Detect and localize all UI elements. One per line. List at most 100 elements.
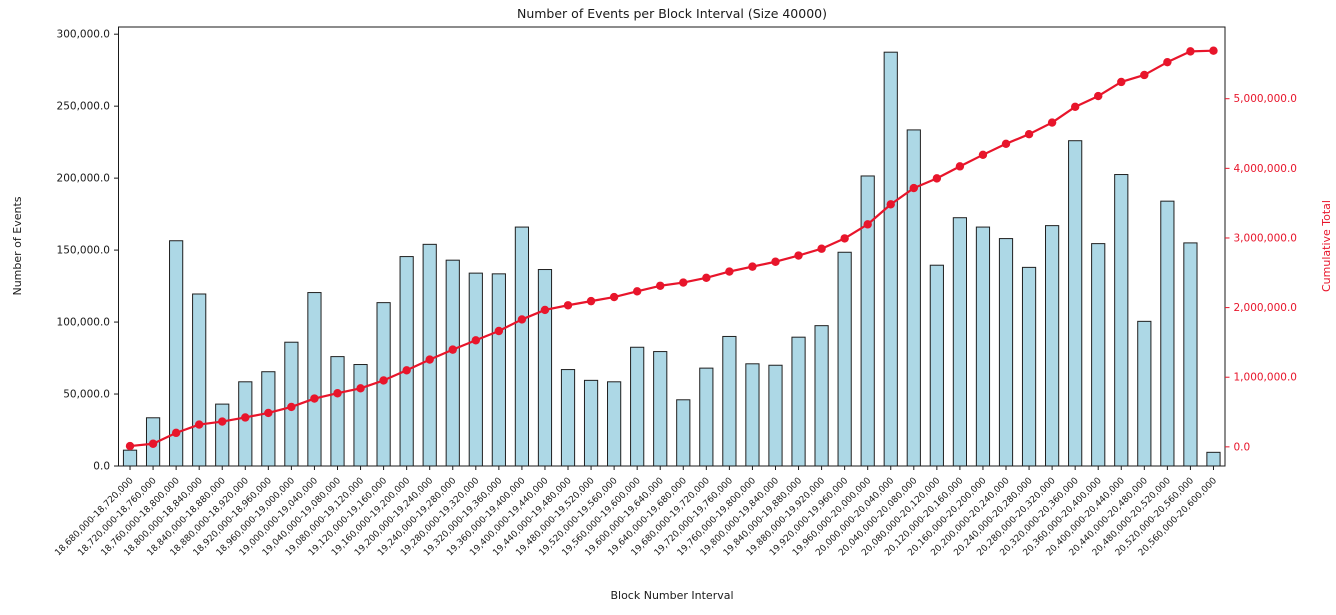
cumulative-point [241, 413, 250, 422]
bar [238, 381, 253, 467]
cumulative-point [955, 162, 965, 171]
cumulative-point [840, 234, 849, 243]
right-tick-label: 1,000,000.0 [1234, 372, 1297, 384]
cumulative-point [771, 257, 780, 266]
bar [491, 273, 506, 467]
cumulative-point [886, 200, 895, 209]
bar [607, 381, 622, 467]
bar [1137, 320, 1152, 467]
left-y-axis-label: Number of Events [11, 196, 24, 295]
bar [883, 51, 898, 467]
cumulative-point [333, 389, 342, 398]
bar [653, 351, 668, 467]
cumulative-point [1117, 77, 1126, 87]
cumulative-point [264, 408, 273, 418]
cumulative-point [171, 428, 181, 438]
bar [791, 336, 806, 467]
left-tick-label: 0.0 [93, 461, 110, 473]
cumulative-point [194, 420, 204, 429]
cumulative-point [517, 315, 527, 324]
axis-group: 18,680,000-18,720,00018,720,000-18,760,0… [53, 26, 1297, 558]
left-tick-label: 150,000.0 [57, 245, 110, 257]
bar [1114, 174, 1129, 467]
bar [768, 364, 783, 467]
plot-frame [118, 26, 1226, 467]
bar [399, 256, 414, 467]
cumulative-point [909, 183, 918, 193]
cumulative-point [586, 296, 596, 306]
cumulative-point [310, 394, 319, 403]
cumulative-line-group [125, 46, 1218, 451]
bar [353, 364, 368, 467]
bar [837, 251, 852, 467]
cumulative-point [1209, 46, 1218, 55]
bars-group [122, 51, 1221, 467]
bar [814, 325, 829, 467]
right-y-axis-label: Cumulative Total [1320, 200, 1333, 292]
bar [307, 292, 322, 467]
bar [122, 449, 138, 467]
bar [192, 293, 207, 467]
bar [537, 269, 553, 467]
cumulative-point [540, 305, 550, 315]
cumulative-point [402, 366, 411, 375]
cumulative-point [1140, 70, 1149, 80]
cumulative-point [1186, 47, 1195, 56]
left-tick-label: 100,000.0 [57, 317, 110, 329]
cumulative-point [1024, 129, 1034, 139]
bar [745, 363, 760, 467]
bar [1021, 266, 1037, 467]
cumulative-point [448, 345, 457, 354]
cumulative-point [148, 439, 158, 448]
cumulative-point [356, 384, 365, 393]
cumulative-point [1047, 118, 1057, 127]
cumulative-point [702, 273, 711, 283]
bar [998, 238, 1014, 467]
cumulative-point [656, 281, 665, 290]
bar [1068, 140, 1083, 467]
cumulative-point [632, 287, 642, 296]
left-tick-label: 50,000.0 [63, 389, 110, 401]
bar [1206, 451, 1221, 467]
bar [699, 367, 714, 467]
bar [261, 371, 276, 467]
cumulative-point [379, 376, 388, 385]
left-tick-label: 250,000.0 [57, 101, 110, 113]
bar [215, 403, 230, 467]
cumulative-point [748, 262, 757, 271]
cumulative-point [817, 244, 826, 253]
right-tick-label: 2,000,000.0 [1234, 302, 1297, 314]
cumulative-point [932, 174, 942, 183]
bar [422, 243, 437, 467]
bar [1091, 243, 1106, 467]
cumulative-point [494, 326, 504, 336]
bar [445, 259, 460, 467]
cumulative-point [794, 251, 803, 260]
bar [468, 272, 483, 467]
bar [1160, 200, 1175, 467]
right-tick-label: 5,000,000.0 [1234, 93, 1297, 105]
cumulative-point [863, 220, 872, 229]
cumulative-point [978, 150, 988, 160]
bar [1045, 225, 1060, 467]
left-tick-label: 200,000.0 [57, 173, 110, 185]
right-tick-label: 4,000,000.0 [1234, 163, 1297, 175]
bar [514, 226, 530, 467]
bar [952, 217, 968, 467]
cumulative-point [1070, 102, 1080, 112]
cumulative-point [1001, 139, 1011, 148]
cumulative-point [725, 267, 734, 276]
cumulative-point [1163, 57, 1172, 67]
bar [630, 346, 645, 467]
bar [722, 335, 737, 467]
left-tick-label: 300,000.0 [57, 29, 110, 41]
bar [583, 379, 599, 467]
bar [975, 226, 991, 467]
right-tick-label: 0.0 [1234, 441, 1251, 453]
cumulative-point [125, 441, 135, 451]
cumulative-point [563, 301, 573, 310]
right-tick-label: 3,000,000.0 [1234, 232, 1297, 244]
bar [330, 356, 345, 467]
